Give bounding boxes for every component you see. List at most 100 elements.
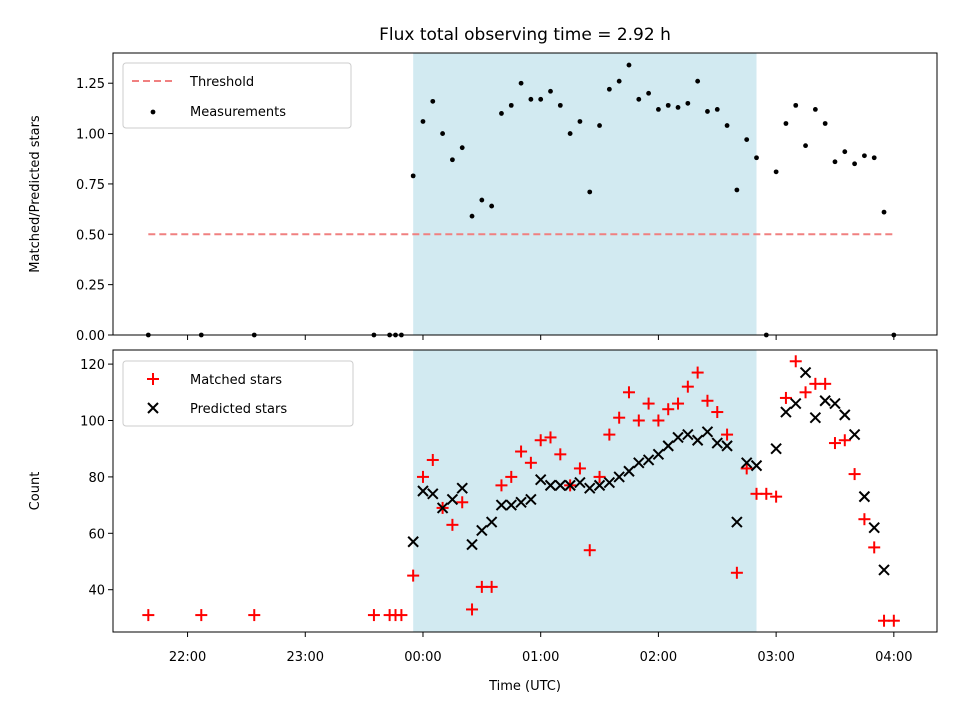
measurement-point bbox=[695, 78, 701, 84]
predicted-star-point bbox=[584, 482, 596, 494]
matched-star-point bbox=[711, 406, 724, 419]
measurement-point bbox=[832, 159, 838, 165]
measurement-point bbox=[606, 86, 612, 92]
bottom-y-tick-label: 80 bbox=[88, 471, 105, 486]
measurement-point bbox=[862, 153, 867, 159]
legend-predicted-swatch bbox=[147, 402, 159, 414]
predicted-star-point bbox=[603, 476, 616, 489]
predicted-star-point bbox=[466, 538, 478, 551]
predicted-star-point bbox=[780, 406, 792, 418]
predicted-star-point bbox=[525, 493, 537, 506]
legend-predicted-label: Predicted stars bbox=[190, 402, 287, 417]
predicted-star-point bbox=[848, 428, 861, 441]
measurement-point bbox=[597, 123, 602, 128]
matched-star-point bbox=[642, 397, 655, 410]
bottom-x-tick-label: 03:00 bbox=[757, 650, 794, 665]
predicted-star-point bbox=[672, 431, 684, 444]
legend-matched-swatch bbox=[147, 373, 159, 385]
bottom-y-tick-label: 100 bbox=[80, 415, 105, 430]
measurement-point bbox=[665, 102, 671, 108]
matched-star-point bbox=[730, 566, 743, 579]
predicted-star-point bbox=[633, 457, 645, 469]
matched-star-point bbox=[603, 428, 616, 441]
matched-star-point bbox=[142, 609, 155, 622]
measurement-point bbox=[705, 109, 710, 114]
predicted-star-point bbox=[544, 479, 557, 492]
top-y-axis-label: Matched/Predicted stars bbox=[28, 115, 43, 273]
measurement-point bbox=[881, 209, 887, 215]
measurement-point bbox=[822, 121, 828, 126]
measurement-point bbox=[812, 107, 818, 112]
matched-star-point bbox=[495, 479, 508, 492]
matched-star-point bbox=[524, 456, 537, 469]
predicted-star-point bbox=[515, 496, 527, 508]
top-y-tick-label: 0.25 bbox=[76, 279, 105, 294]
predicted-star-point bbox=[839, 409, 851, 421]
predicted-star-point bbox=[505, 499, 517, 511]
predicted-star-point bbox=[858, 490, 871, 503]
matched-star-point bbox=[681, 380, 694, 393]
measurement-point bbox=[724, 123, 730, 128]
legend-matched-label: Matched stars bbox=[190, 373, 282, 388]
bottom-legend: Matched stars Predicted stars bbox=[122, 360, 354, 427]
predicted-star-point bbox=[495, 499, 508, 511]
chart-title: Flux total observing time = 2.92 h bbox=[379, 25, 671, 45]
matched-star-point bbox=[662, 403, 675, 416]
matched-star-point bbox=[407, 569, 420, 582]
matched-star-point bbox=[819, 377, 832, 390]
predicted-star-point bbox=[770, 442, 782, 455]
predicted-star-point bbox=[427, 488, 439, 500]
measurement-point bbox=[783, 121, 789, 126]
predicted-star-point bbox=[642, 454, 655, 466]
predicted-star-point bbox=[829, 397, 841, 410]
bottom-y-tick-label: 40 bbox=[88, 584, 105, 599]
measurement-point bbox=[842, 149, 848, 155]
measurement-point bbox=[567, 131, 573, 136]
matched-star-point bbox=[779, 391, 792, 404]
matched-star-point bbox=[466, 603, 479, 616]
measurement-point bbox=[499, 111, 504, 116]
predicted-star-point bbox=[613, 471, 625, 483]
top-y-tick-label: 1.00 bbox=[76, 128, 105, 143]
predicted-star-point bbox=[574, 476, 586, 489]
bottom-y-axis: 40 60 80 100 120 bbox=[80, 358, 113, 599]
matched-star-point bbox=[544, 431, 557, 444]
measurement-point bbox=[852, 161, 857, 167]
matched-star-point bbox=[613, 411, 626, 424]
measurement-point bbox=[616, 78, 622, 84]
top-y-tick-label: 0.50 bbox=[76, 228, 105, 243]
matched-star-point bbox=[760, 487, 773, 500]
matched-star-point bbox=[789, 355, 802, 368]
predicted-star-point bbox=[809, 411, 822, 424]
matched-star-point bbox=[367, 609, 380, 622]
matched-star-point bbox=[426, 453, 439, 466]
bottom-x-tick-label: 22:00 bbox=[169, 650, 206, 665]
measurement-point bbox=[577, 119, 583, 124]
predicted-star-point bbox=[554, 479, 567, 492]
measurement-point bbox=[440, 131, 445, 136]
predicted-star-point bbox=[819, 395, 831, 407]
predicted-star-point bbox=[456, 482, 468, 494]
matched-star-point bbox=[622, 386, 635, 399]
matched-star-point bbox=[485, 580, 498, 593]
predicted-star-point bbox=[407, 536, 419, 548]
measurement-point bbox=[459, 145, 465, 151]
bottom-plot-frame bbox=[112, 349, 938, 633]
top-legend-box bbox=[122, 62, 352, 129]
bottom-panel: 40 60 80 100 120 22:00 23:00 00:00 01:00 02:00 03… bbox=[28, 349, 938, 694]
matched-star-point bbox=[652, 414, 665, 427]
predicted-star-point bbox=[623, 465, 635, 477]
measurement-point bbox=[430, 98, 436, 104]
predicted-star-point bbox=[446, 493, 459, 506]
measurement-point bbox=[656, 107, 661, 112]
measurement-point bbox=[714, 107, 720, 112]
top-panel: 0.00 0.25 0.50 0.75 1.00 1.25 Matched/Predict… bbox=[28, 52, 938, 344]
legend-threshold-label: Threshold bbox=[189, 75, 254, 90]
bottom-y-axis-label: Count bbox=[28, 472, 43, 511]
predicted-star-point bbox=[652, 448, 665, 461]
measurement-point bbox=[469, 213, 475, 219]
measurement-point bbox=[518, 80, 524, 86]
measurement-point bbox=[410, 173, 416, 179]
matched-star-point bbox=[868, 541, 881, 554]
predicted-star-point bbox=[691, 434, 704, 446]
